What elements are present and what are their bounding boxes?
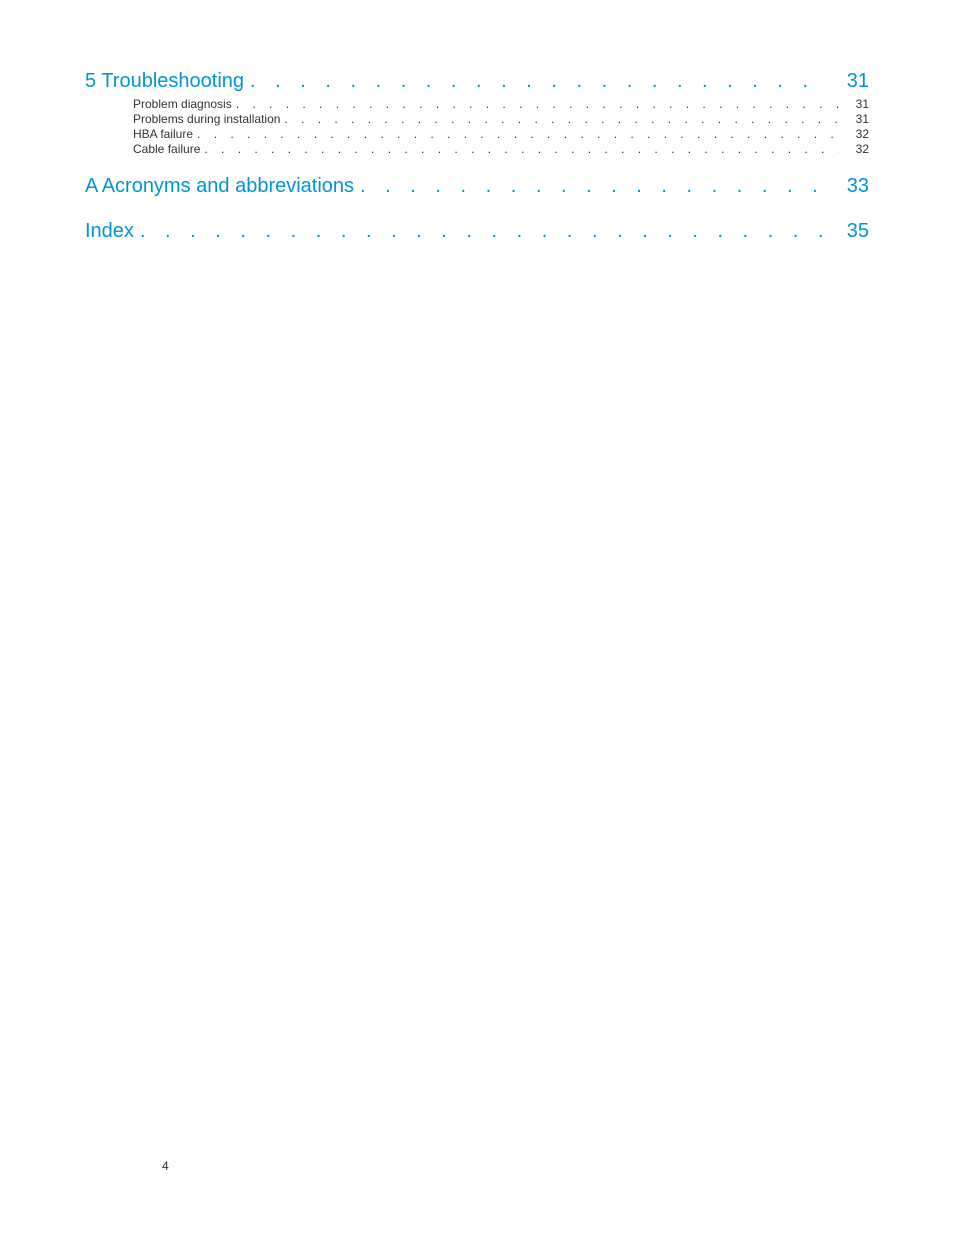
toc-subsection-page[interactable]: 31 <box>839 112 869 127</box>
toc-subsection-label[interactable]: Problem diagnosis <box>133 97 232 112</box>
toc-section[interactable]: 5 Troubleshooting. . . . . . . . . . . .… <box>85 70 869 93</box>
toc-subsection-page[interactable]: 32 <box>839 142 869 157</box>
toc-gap <box>85 157 869 175</box>
toc-section[interactable]: A Acronyms and abbreviations. . . . . . … <box>85 175 869 198</box>
toc-section-label[interactable]: Index <box>85 220 134 243</box>
toc-subsection[interactable]: Cable failure. . . . . . . . . . . . . .… <box>85 142 869 157</box>
toc-subsection[interactable]: Problem diagnosis. . . . . . . . . . . .… <box>85 97 869 112</box>
toc-subsection[interactable]: Problems during installation. . . . . . … <box>85 112 869 127</box>
toc-section-label[interactable]: 5 Troubleshooting <box>85 70 244 93</box>
page-number: 4 <box>162 1159 169 1173</box>
toc-gap <box>85 202 869 220</box>
toc-subsection-label[interactable]: Problems during installation <box>133 112 280 127</box>
toc-leader: . . . . . . . . . . . . . . . . . . . . … <box>193 127 839 142</box>
toc-leader: . . . . . . . . . . . . . . . . . . . . … <box>232 97 839 112</box>
toc-subsection-page[interactable]: 32 <box>839 127 869 142</box>
toc-subsection-label[interactable]: HBA failure <box>133 127 193 142</box>
toc-leader: . . . . . . . . . . . . . . . . . . . . … <box>200 142 839 157</box>
toc-section[interactable]: Index. . . . . . . . . . . . . . . . . .… <box>85 220 869 243</box>
toc-leader: . . . . . . . . . . . . . . . . . . . . … <box>244 70 829 93</box>
toc-section-label[interactable]: A Acronyms and abbreviations <box>85 175 354 198</box>
toc-section-page[interactable]: 33 <box>829 175 869 198</box>
toc-section-page[interactable]: 35 <box>829 220 869 243</box>
table-of-contents: 5 Troubleshooting. . . . . . . . . . . .… <box>85 70 869 243</box>
toc-leader: . . . . . . . . . . . . . . . . . . . . … <box>280 112 839 127</box>
toc-subsection-label[interactable]: Cable failure <box>133 142 200 157</box>
toc-leader: . . . . . . . . . . . . . . . . . . . . … <box>354 175 829 198</box>
toc-subsection-page[interactable]: 31 <box>839 97 869 112</box>
toc-subsection[interactable]: HBA failure. . . . . . . . . . . . . . .… <box>85 127 869 142</box>
toc-leader: . . . . . . . . . . . . . . . . . . . . … <box>134 220 829 243</box>
toc-section-page[interactable]: 31 <box>829 70 869 93</box>
